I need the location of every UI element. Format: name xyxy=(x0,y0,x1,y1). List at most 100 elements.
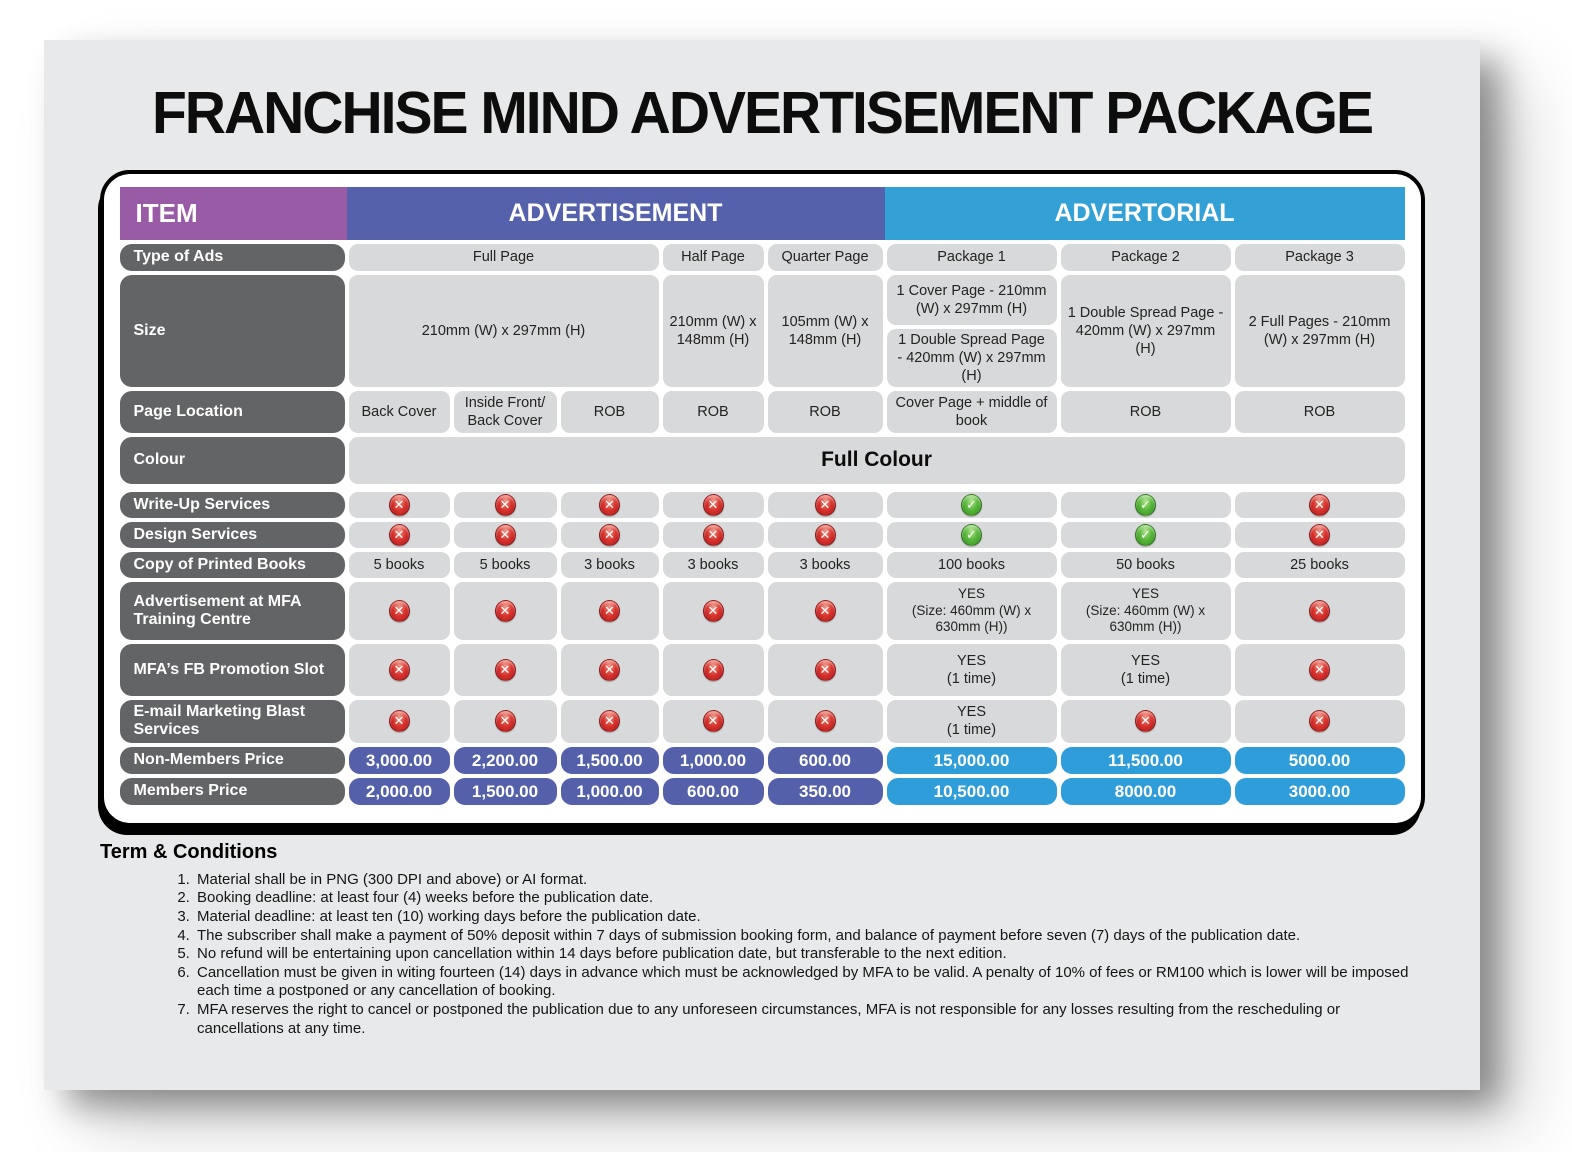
row-label-type-of-ads: Type of Ads xyxy=(119,244,345,271)
cell-m-price-4: 600.00 xyxy=(662,777,764,805)
cell-writeup-3: ✕ xyxy=(560,492,659,518)
cell-writeup-p2: ✓ xyxy=(1060,492,1231,518)
cross-icon: ✕ xyxy=(814,659,836,681)
cross-icon: ✕ xyxy=(388,600,410,622)
row-members-price: Members Price 2,000.00 1,500.00 1,000.00… xyxy=(119,777,1405,805)
row-page-location: Page Location Back Cover Inside Front/ B… xyxy=(119,391,1405,433)
row-label-mfa-training: Advertisement at MFA Training Centre xyxy=(119,582,345,640)
cross-icon: ✕ xyxy=(494,494,516,516)
cell-email-5: ✕ xyxy=(767,700,883,743)
row-label-design-services: Design Services xyxy=(119,522,345,548)
cell-nm-price-p2: 11,500.00 xyxy=(1060,746,1231,774)
row-fb-promotion: MFA’s FB Promotion Slot ✕ ✕ ✕ ✕ ✕ YES (1… xyxy=(119,644,1405,696)
cell-location-back-cover: Back Cover xyxy=(348,391,450,433)
row-label-fb-promotion: MFA’s FB Promotion Slot xyxy=(119,644,345,696)
cross-icon: ✕ xyxy=(388,494,410,516)
cross-icon: ✕ xyxy=(494,710,516,733)
header-advertisement: ADVERTISEMENT xyxy=(346,187,885,240)
row-label-printed-books: Copy of Printed Books xyxy=(119,552,345,578)
cell-nm-price-p3: 5000.00 xyxy=(1234,746,1405,774)
row-label-email-blast: E-mail Marketing Blast Services xyxy=(119,700,345,743)
row-label-size: Size xyxy=(119,275,345,387)
cross-icon: ✕ xyxy=(494,600,516,622)
cell-location-rob-1: ROB xyxy=(560,391,659,433)
cell-size-package-2: 1 Double Spread Page - 420mm (W) x 297mm… xyxy=(1060,275,1231,387)
check-icon: ✓ xyxy=(1135,494,1156,516)
cross-icon: ✕ xyxy=(1309,710,1330,733)
row-label-members-price: Members Price xyxy=(119,777,345,805)
cross-icon: ✕ xyxy=(814,710,836,733)
cell-nm-price-2: 2,200.00 xyxy=(453,746,557,774)
cell-mfa-5: ✕ xyxy=(767,582,883,640)
cell-package-1: Package 1 xyxy=(886,244,1057,271)
cell-books-2: 5 books xyxy=(453,552,557,578)
terms-heading: Term & Conditions xyxy=(100,840,278,863)
cross-icon: ✕ xyxy=(599,494,620,516)
cell-mfa-3: ✕ xyxy=(560,582,659,640)
cell-mfa-p2: YES (Size: 460mm (W) x 630mm (H)) xyxy=(1060,582,1231,640)
cell-writeup-2: ✕ xyxy=(453,492,557,518)
cell-email-2: ✕ xyxy=(453,700,557,743)
cell-package-2: Package 2 xyxy=(1060,244,1231,271)
row-printed-books: Copy of Printed Books 5 books 5 books 3 … xyxy=(119,552,1405,578)
cell-package-3: Package 3 xyxy=(1234,244,1405,271)
cell-fb-2: ✕ xyxy=(453,644,557,696)
cross-icon: ✕ xyxy=(1135,710,1156,733)
header-advertorial: ADVERTORIAL xyxy=(884,187,1405,240)
cell-mfa-1: ✕ xyxy=(348,582,450,640)
cell-writeup-5: ✕ xyxy=(767,492,883,518)
cross-icon: ✕ xyxy=(388,659,410,681)
cross-icon: ✕ xyxy=(388,524,410,546)
cell-quarter-page: Quarter Page xyxy=(767,244,883,271)
cell-size-quarter-page: 105mm (W) x 148mm (H) xyxy=(767,275,883,387)
cell-fb-p3: ✕ xyxy=(1234,644,1405,696)
cross-icon: ✕ xyxy=(1309,600,1330,622)
cell-full-page: Full Page xyxy=(348,244,659,271)
terms-item: Material deadline: at least ten (10) wor… xyxy=(194,908,1430,927)
cross-icon: ✕ xyxy=(599,524,620,546)
cell-size-half-page: 210mm (W) x 148mm (H) xyxy=(662,275,764,387)
cell-design-3: ✕ xyxy=(560,522,659,548)
terms-item: Material shall be in PNG (300 DPI and ab… xyxy=(194,871,1430,890)
document-page: FRANCHISE MIND ADVERTISEMENT PACKAGE ITE… xyxy=(44,40,1480,1090)
cell-design-4: ✕ xyxy=(662,522,764,548)
cell-m-price-1: 2,000.00 xyxy=(348,777,450,805)
cell-nm-price-p1: 15,000.00 xyxy=(886,746,1057,774)
check-icon: ✓ xyxy=(961,524,982,546)
cell-books-5: 3 books xyxy=(767,552,883,578)
cell-size-package-1-spread: 1 Double Spread Page - 420mm (W) x 297mm… xyxy=(886,328,1057,387)
cell-email-1: ✕ xyxy=(348,700,450,743)
check-icon: ✓ xyxy=(1135,524,1156,546)
package-table-card: ITEM ADVERTISEMENT ADVERTORIAL Type of A… xyxy=(99,170,1425,827)
cell-m-price-5: 350.00 xyxy=(767,777,883,805)
cell-books-p2: 50 books xyxy=(1060,552,1231,578)
terms-item: Cancellation must be given in witing fou… xyxy=(194,964,1430,1001)
cell-location-inside-front-back: Inside Front/ Back Cover xyxy=(453,391,557,433)
cell-design-5: ✕ xyxy=(767,522,883,548)
page-title: FRANCHISE MIND ADVERTISEMENT PACKAGE xyxy=(151,79,1374,147)
cross-icon: ✕ xyxy=(388,710,410,733)
cell-location-package-3: ROB xyxy=(1234,391,1405,433)
cell-fb-5: ✕ xyxy=(767,644,883,696)
check-icon: ✓ xyxy=(961,494,982,516)
cell-m-price-2: 1,500.00 xyxy=(453,777,557,805)
cell-location-rob-3: ROB xyxy=(767,391,883,433)
terms-list: Material shall be in PNG (300 DPI and ab… xyxy=(100,871,1430,1038)
cell-design-p2: ✓ xyxy=(1060,522,1231,548)
cell-books-p1: 100 books xyxy=(886,552,1057,578)
cell-m-price-p3: 3000.00 xyxy=(1234,777,1405,805)
cross-icon: ✕ xyxy=(599,710,620,733)
row-design-services: Design Services ✕ ✕ ✕ ✕ ✕ ✓ ✓ ✕ xyxy=(119,522,1405,548)
cell-email-3: ✕ xyxy=(560,700,659,743)
cell-email-p1: YES (1 time) xyxy=(886,700,1057,743)
cross-icon: ✕ xyxy=(702,524,724,546)
cell-email-4: ✕ xyxy=(662,700,764,743)
cell-size-package-1-cover: 1 Cover Page - 210mm (W) x 297mm (H) xyxy=(886,275,1057,325)
row-label-non-members-price: Non-Members Price xyxy=(119,746,345,774)
cell-books-p3: 25 books xyxy=(1234,552,1405,578)
row-size: Size 210mm (W) x 297mm (H) 210mm (W) x 1… xyxy=(119,275,1405,387)
cell-design-p1: ✓ xyxy=(886,522,1057,548)
cell-email-p3: ✕ xyxy=(1234,700,1405,743)
cell-mfa-p1: YES (Size: 460mm (W) x 630mm (H)) xyxy=(886,582,1057,640)
row-write-up-services: Write-Up Services ✕ ✕ ✕ ✕ ✕ ✓ ✓ ✕ xyxy=(119,492,1405,518)
